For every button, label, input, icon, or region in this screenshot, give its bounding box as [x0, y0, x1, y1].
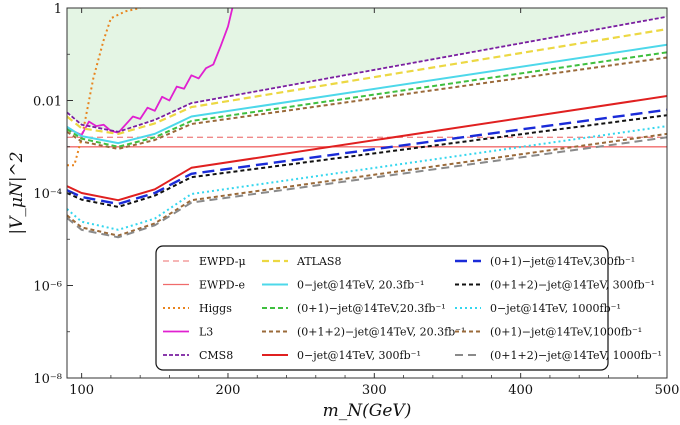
y-tick-label: 0.01: [33, 95, 62, 110]
legend-label: 0−jet@14TeV, 1000fb⁻¹: [490, 302, 621, 315]
legend-label: ATLAS8: [296, 255, 341, 268]
y-axis-title: |V_μN|^2: [7, 151, 27, 234]
shaded-region-layer: [67, 8, 667, 132]
series-line-7: [67, 51, 667, 148]
series-line-6: [67, 43, 667, 145]
series-line-4: [67, 15, 667, 133]
legend-label: CMS8: [199, 349, 233, 362]
x-tick-label: 500: [655, 383, 680, 398]
legend-label: (0+1)−jet@14TeV,300fb⁻¹: [490, 255, 635, 268]
x-tick-label: 400: [508, 383, 533, 398]
x-tick-label: 100: [69, 383, 94, 398]
legend-label: (0+1+2)−jet@14TeV, 20.3fb⁻¹: [297, 326, 465, 339]
y-tick-label: 10⁻⁶: [33, 280, 62, 295]
series-line-13: [67, 132, 667, 237]
legend-label: 0−jet@14TeV, 20.3fb⁻¹: [297, 279, 424, 292]
x-axis-title: m_N(GeV): [323, 401, 412, 421]
tick-layer: 100 200 300 400 500 10⁻⁸ 10⁻⁶ 10⁻⁴ 0.01 1: [33, 2, 679, 398]
y-tick-label: 10⁻⁴: [33, 187, 62, 202]
series-line-10: [67, 108, 667, 206]
legend: EWPD-μ EWPD-e Higgs L3 CMS8 ATLAS8 0−jet@14TeV…: [155, 245, 662, 371]
legend-label: Higgs: [199, 302, 232, 315]
x-tick-label: 200: [216, 383, 241, 398]
legend-label: 0−jet@14TeV, 300fb⁻¹: [297, 349, 421, 362]
series-line-3: [67, 8, 234, 136]
legend-label: EWPD-μ: [199, 255, 246, 268]
series-line-14: [67, 136, 667, 239]
legend-label: EWPD-e: [199, 279, 245, 292]
y-tick-label: 10⁻⁸: [33, 372, 62, 387]
series-line-11: [67, 114, 667, 208]
series-line-2: [67, 8, 141, 167]
legend-label: L3: [199, 326, 213, 339]
legend-label: (0+1)−jet@14TeV,20.3fb⁻¹: [297, 302, 446, 315]
series-line-9: [67, 95, 667, 202]
x-tick-label: 300: [362, 383, 387, 398]
legend-box: [155, 245, 609, 371]
series-line-8: [67, 56, 667, 150]
y-tick-label: 1: [54, 2, 62, 17]
series-layer: [67, 8, 667, 239]
excluded-region: [67, 8, 667, 132]
legend-label: (0+1+2)−jet@14TeV, 300fb⁻¹: [490, 279, 655, 292]
legend-label: (0+1)−jet@14TeV,1000fb⁻¹: [490, 326, 642, 339]
legend-label: (0+1+2)−jet@14TeV, 1000fb⁻¹: [490, 349, 662, 362]
series-line-5: [67, 28, 667, 135]
series-line-12: [67, 125, 667, 231]
